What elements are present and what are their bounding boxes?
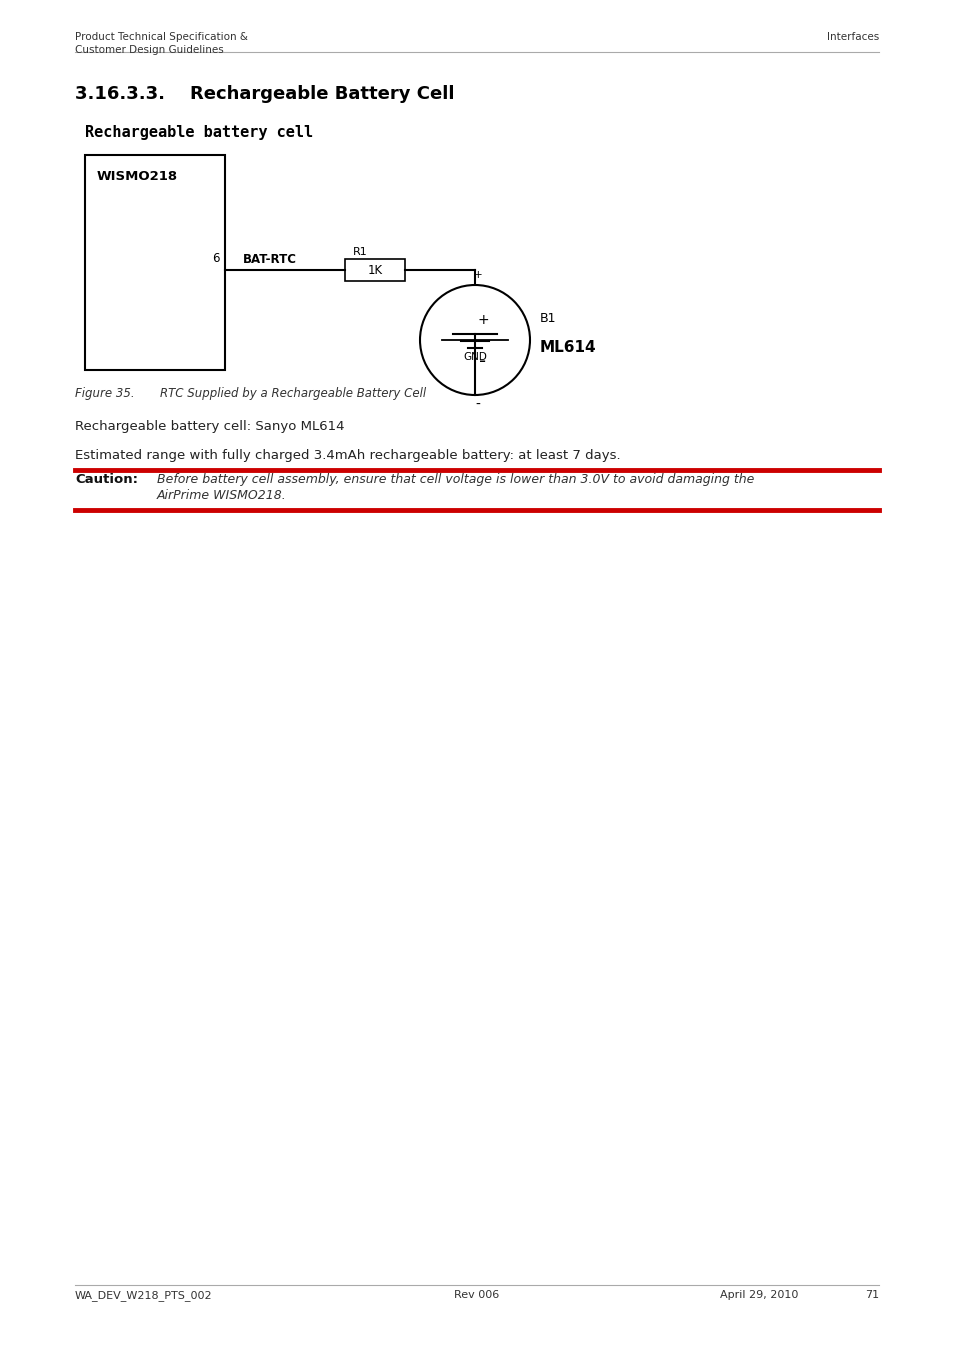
Text: RTC Supplied by a Rechargeable Battery Cell: RTC Supplied by a Rechargeable Battery C… xyxy=(160,387,426,400)
Text: R1: R1 xyxy=(353,247,367,256)
Text: Before battery cell assembly, ensure that cell voltage is lower than 3.0V to avo: Before battery cell assembly, ensure tha… xyxy=(157,472,754,486)
Text: -: - xyxy=(475,398,480,412)
Text: -: - xyxy=(479,352,486,371)
Text: Rechargeable battery cell: Rechargeable battery cell xyxy=(85,126,313,140)
Text: AirPrime WISMO218.: AirPrime WISMO218. xyxy=(157,489,287,502)
Text: Product Technical Specification &
Customer Design Guidelines: Product Technical Specification & Custom… xyxy=(75,32,248,55)
Text: 3.16.3.3.    Rechargeable Battery Cell: 3.16.3.3. Rechargeable Battery Cell xyxy=(75,85,454,103)
Text: 71: 71 xyxy=(864,1291,878,1300)
Text: GND: GND xyxy=(462,352,486,362)
Text: Caution:: Caution: xyxy=(75,472,138,486)
Text: WISMO218: WISMO218 xyxy=(97,170,178,184)
Text: 6: 6 xyxy=(213,252,220,265)
Circle shape xyxy=(419,285,530,396)
Text: ML614: ML614 xyxy=(539,340,596,355)
Text: Rev 006: Rev 006 xyxy=(454,1291,499,1300)
Text: +: + xyxy=(474,270,482,279)
Text: Rechargeable battery cell: Sanyo ML614: Rechargeable battery cell: Sanyo ML614 xyxy=(75,420,344,433)
Text: April 29, 2010: April 29, 2010 xyxy=(720,1291,798,1300)
Text: Interfaces: Interfaces xyxy=(826,32,878,42)
Text: Estimated range with fully charged 3.4mAh rechargeable battery: at least 7 days.: Estimated range with fully charged 3.4mA… xyxy=(75,450,620,462)
Text: WA_DEV_W218_PTS_002: WA_DEV_W218_PTS_002 xyxy=(75,1291,213,1301)
Text: Figure 35.: Figure 35. xyxy=(75,387,134,400)
Text: B1: B1 xyxy=(539,312,556,324)
Text: 1K: 1K xyxy=(367,263,382,277)
Text: +: + xyxy=(476,313,488,327)
Text: BAT-RTC: BAT-RTC xyxy=(243,252,296,266)
Bar xyxy=(345,259,405,281)
Bar xyxy=(85,155,225,370)
